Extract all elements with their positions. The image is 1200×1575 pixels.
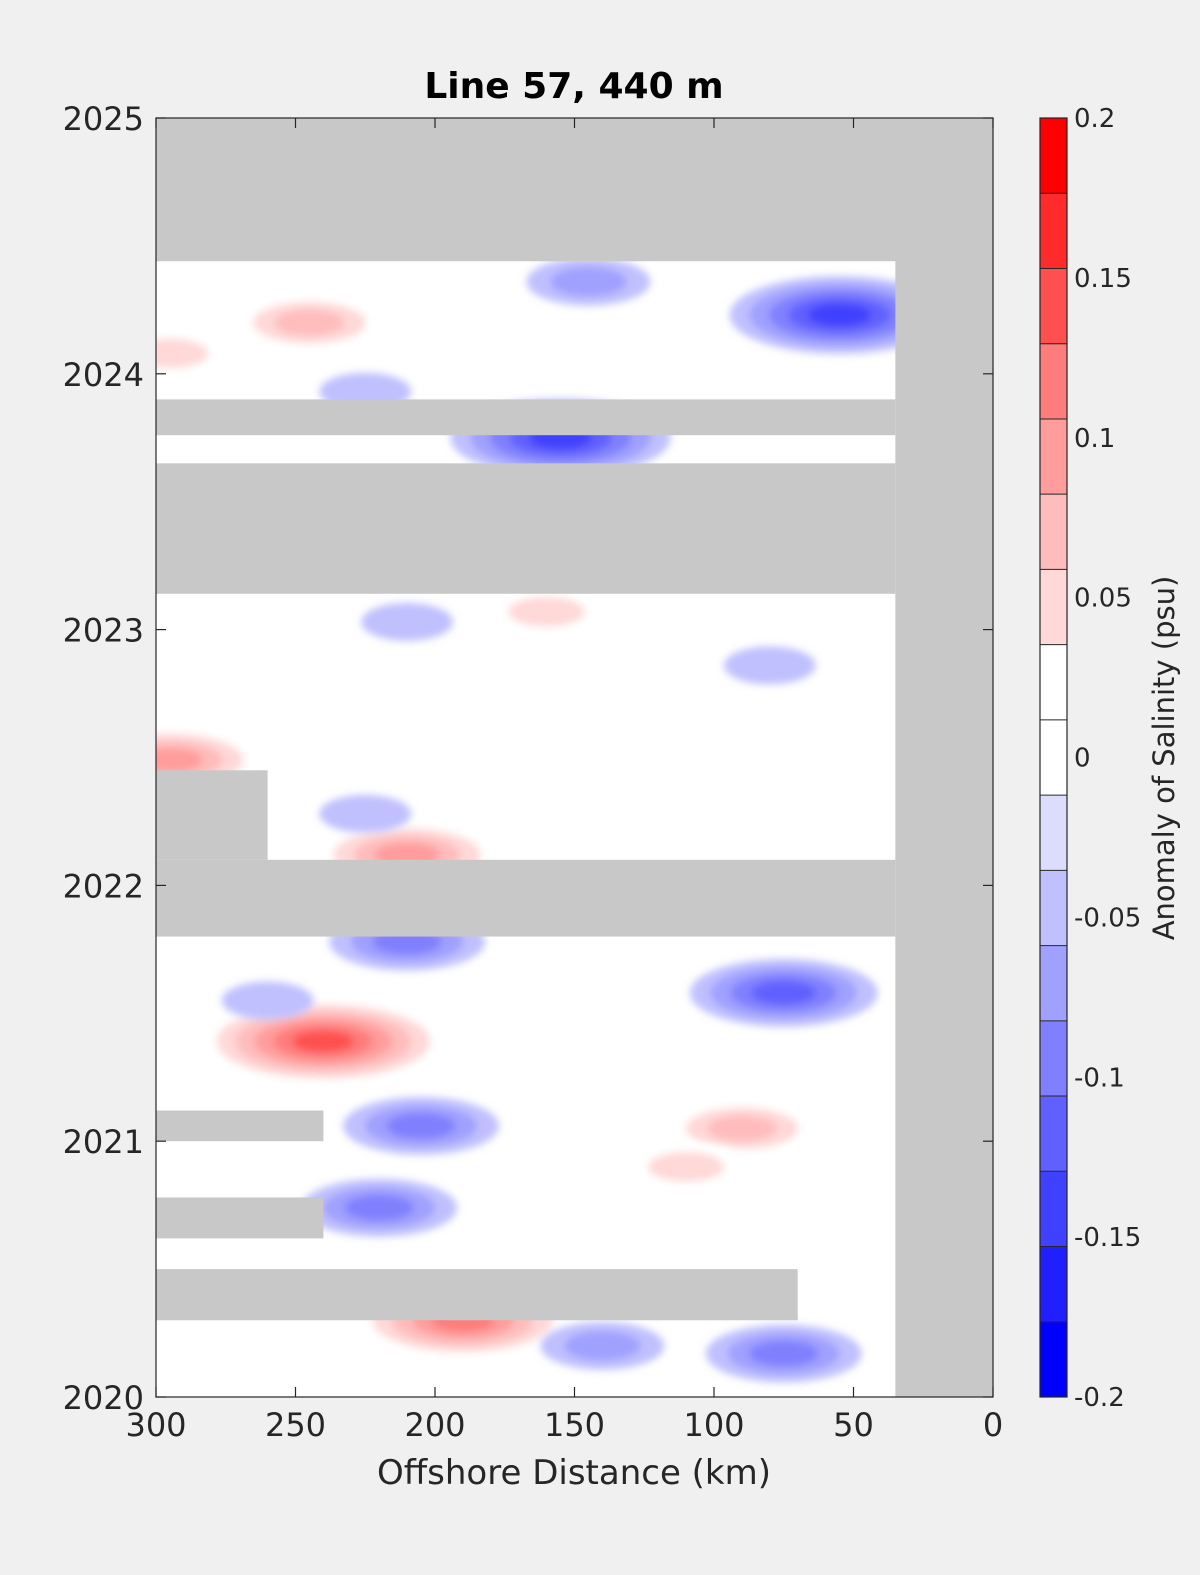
contour-band [528,342,621,381]
anomaly-feature [540,1321,665,1370]
contour-band [707,1115,777,1142]
no-data-region [156,118,993,262]
x-tick-label: 100 [683,1406,744,1444]
contour-band [344,1194,414,1221]
colorbar-swatch [1040,644,1067,721]
contour-band [500,815,593,854]
colorbar-tick-label: 0.15 [1074,264,1132,294]
colorbar-swatch [1040,193,1067,269]
contour-band [564,1331,641,1361]
contour-band [723,646,816,685]
anomaly-feature [723,646,816,685]
colorbar-tick-label: -0.2 [1074,1383,1125,1413]
x-tick-label: 200 [404,1406,465,1444]
y-axis: 2020 2021 2022 2023 2024 2025 [63,100,993,1417]
contour-band [274,309,345,336]
anomaly-feature [361,602,454,641]
x-axis: 300 250 200 150 100 50 0 [125,118,1003,1444]
contour-band [550,266,627,297]
contour-band [386,1112,456,1139]
contour-band [156,748,203,772]
anomaly-feature [689,958,878,1027]
x-tick-label: 0 [983,1406,1003,1444]
y-tick-label: 2025 [63,100,144,138]
colorbar-tick-label: 0.2 [1074,104,1115,134]
colorbar-ticks: -0.2 -0.15 -0.1 -0.05 0 0.05 0.1 0.15 0.2 [1074,104,1141,1413]
x-tick-label: 300 [125,1406,186,1444]
colorbar-swatch [1040,569,1067,646]
contour-band [749,1340,819,1367]
anomaly-feature [528,342,621,381]
colorbar-swatch [1040,795,1067,871]
colorbar-swatch [1040,1246,1067,1323]
colorbar-swatch [1040,1096,1067,1172]
no-data-region [156,463,896,594]
colorbar-swatch [1040,118,1067,194]
contour-band [500,1163,593,1202]
contour-band [292,1030,354,1053]
colorbar-swatch [1040,494,1067,570]
y-tick-label: 2022 [63,867,144,905]
no-data-region [156,399,896,436]
anomaly-feature [500,1163,593,1202]
no-data-region [895,118,993,1397]
colorbar-tick-label: 0.1 [1074,424,1115,454]
x-axis-label: Offshore Distance (km) [377,1453,771,1493]
y-tick-label: 2020 [63,1379,144,1417]
colorbar-tick-label: -0.15 [1074,1223,1141,1253]
contour-band [156,338,209,369]
colorbar [1039,117,1068,1398]
contour-band [319,794,412,833]
colorbar-tick-label: -0.1 [1074,1063,1125,1093]
contour-band [647,1151,725,1182]
colorbar-swatch [1040,1020,1067,1097]
contour-band [751,981,817,1005]
anomaly-feature [526,257,651,306]
colorbar-swatch [1040,945,1067,1022]
colorbar-swatch [1040,719,1067,796]
no-data-region [156,1269,798,1321]
anomaly-feature [484,587,609,636]
anomaly-feature [663,1099,820,1158]
x-tick-label: 50 [833,1406,874,1444]
y-tick-label: 2021 [63,1123,144,1161]
colorbar-swatch [1040,1171,1067,1248]
anomaly-feature [231,293,388,352]
no-data-region [156,770,268,860]
anomaly-feature [301,1178,458,1237]
anomaly-feature [343,1096,500,1155]
colorbar-frame [1039,117,1068,1398]
contour-band [508,596,585,627]
colorbar-swatch [1040,870,1067,947]
y-tick-label: 2024 [63,356,144,394]
colorbar-swatch [1040,1321,1067,1398]
anomaly-feature [705,1324,862,1383]
contour-band [361,602,454,641]
colorbar-swatch [1040,418,1067,495]
x-tick-label: 150 [544,1406,605,1444]
no-data-mask [156,118,993,1397]
contour-band [221,981,314,1020]
anomaly-feature [624,1142,749,1191]
y-tick-label: 2023 [63,612,144,650]
colorbar-swatch [1040,268,1067,345]
anomaly-feature [221,981,314,1020]
anomaly-feature [197,997,450,1086]
colorbar-tick-label: 0 [1074,744,1091,774]
chart-title: Line 57, 440 m [424,66,723,107]
colorbar-tick-label: 0.05 [1074,584,1132,614]
anomaly-feature [156,329,232,378]
anomaly-feature [500,815,593,854]
anomaly-feature [729,275,950,354]
colorbar-swatch [1040,343,1067,420]
colorbar-tick-label: -0.05 [1074,903,1141,933]
anomaly-feature [319,794,412,833]
colorbar-label: Anomaly of Salinity (psu) [1147,576,1181,941]
no-data-region [156,1197,324,1239]
contour-band [808,303,871,327]
no-data-region [156,1110,324,1142]
no-data-region [156,859,896,937]
x-tick-label: 250 [265,1406,326,1444]
